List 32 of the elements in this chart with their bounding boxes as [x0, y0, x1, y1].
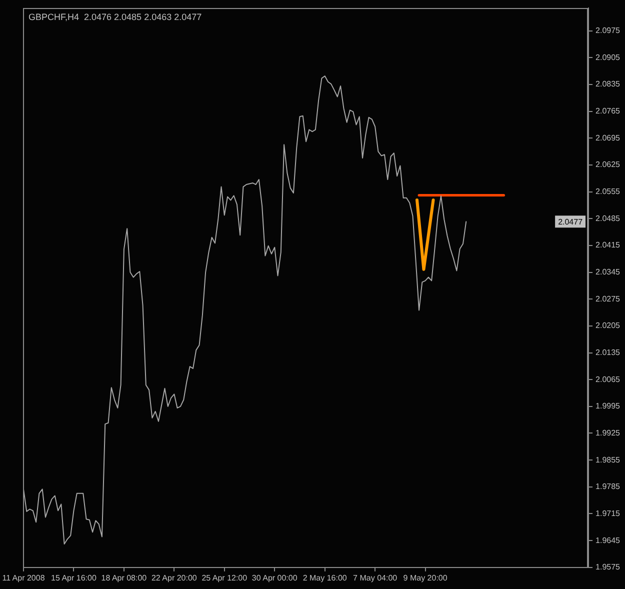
- x-tick-label: 11 Apr 2008: [2, 573, 46, 582]
- x-tick-label: 18 Apr 08:00: [101, 573, 148, 582]
- x-tick-label: 22 Apr 20:00: [151, 573, 198, 582]
- y-tick-label: 2.0135: [596, 348, 621, 357]
- y-tick-label: 2.0345: [596, 267, 621, 276]
- y-tick-label: 1.9645: [596, 536, 621, 545]
- y-tick-label: 2.0625: [596, 160, 621, 170]
- y-tick-label: 2.0695: [596, 133, 621, 142]
- y-tick-label: 1.9715: [596, 508, 621, 518]
- y-tick-label: 2.0065: [596, 374, 621, 384]
- y-tick-label: 2.0485: [596, 214, 621, 223]
- y-tick-label: 2.0975: [596, 26, 621, 35]
- y-tick-label: 1.9575: [596, 562, 621, 572]
- y-tick-label: 2.0205: [596, 321, 621, 330]
- y-tick-label: 2.0555: [596, 186, 621, 196]
- y-tick-label: 2.0275: [596, 294, 621, 304]
- y-tick-label: 1.9925: [596, 428, 621, 438]
- x-tick-label: 15 Apr 16:00: [51, 573, 97, 582]
- y-tick-label: 2.0835: [596, 80, 621, 89]
- y-tick-label: 2.0905: [596, 52, 621, 62]
- x-tick-label: 9 May 20:00: [403, 573, 448, 582]
- y-tick-label: 1.9785: [596, 482, 621, 492]
- x-tick-label: 25 Apr 12:00: [202, 573, 248, 582]
- y-tick-label: 2.0415: [596, 240, 621, 250]
- y-tick-label: 1.9995: [596, 402, 621, 411]
- x-tick-label: 30 Apr 00:00: [252, 573, 298, 582]
- y-tick-label: 2.0765: [596, 106, 621, 116]
- chart-title: GBPCHF,H4 2.0476 2.0485 2.0463 2.0477: [28, 12, 202, 22]
- annotation: 2.0477: [558, 217, 584, 226]
- x-tick-label: 7 May 04:00: [353, 573, 398, 582]
- y-tick-label: 1.9855: [596, 455, 621, 464]
- x-tick-label: 2 May 16:00: [302, 573, 348, 582]
